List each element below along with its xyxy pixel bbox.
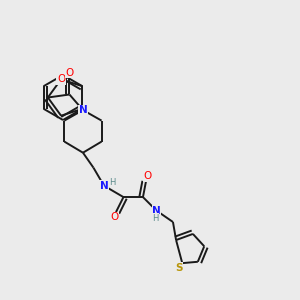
Text: O: O bbox=[110, 212, 118, 223]
Text: N: N bbox=[100, 181, 108, 191]
Text: H: H bbox=[152, 214, 158, 223]
Text: O: O bbox=[65, 68, 74, 78]
Text: S: S bbox=[175, 262, 182, 273]
Text: N: N bbox=[79, 105, 87, 115]
Text: O: O bbox=[143, 171, 152, 181]
Text: H: H bbox=[109, 178, 116, 187]
Text: O: O bbox=[57, 74, 65, 84]
Text: N: N bbox=[152, 206, 161, 216]
